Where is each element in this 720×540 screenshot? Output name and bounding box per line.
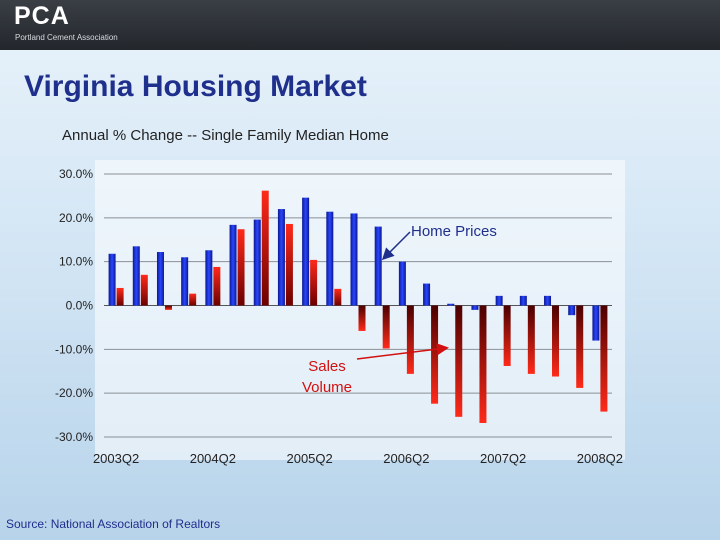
chart-subtitle: Annual % Change -- Single Family Median … — [62, 127, 389, 144]
x-tick-label: 2006Q2 — [383, 451, 429, 466]
x-tick-label: 2008Q2 — [577, 451, 623, 466]
bar-sales-volume — [455, 305, 463, 417]
bar-sales-volume — [552, 305, 560, 377]
bar-home-prices — [447, 303, 455, 306]
bar-home-prices — [229, 224, 237, 306]
annotation-sales-volume: Volume — [302, 379, 352, 396]
y-tick-label: 20.0% — [59, 211, 93, 225]
bar-sales-volume — [213, 266, 221, 306]
y-tick-label: 0.0% — [66, 299, 94, 313]
bar-home-prices — [253, 219, 261, 306]
bar-sales-volume — [334, 288, 342, 306]
pca-logo: PCA — [14, 2, 70, 30]
bar-home-prices — [205, 250, 213, 306]
bar-home-prices — [277, 209, 285, 306]
bar-home-prices — [374, 226, 382, 306]
x-tick-label: 2007Q2 — [480, 451, 526, 466]
bar-sales-volume — [576, 305, 584, 388]
bar-home-prices — [495, 295, 503, 306]
bar-home-prices — [544, 295, 552, 306]
bar-home-prices — [568, 305, 576, 316]
bar-home-prices — [108, 253, 116, 306]
header-bar: PCA Portland Cement Association — [0, 0, 720, 50]
bar-sales-volume — [116, 287, 124, 306]
bar-sales-volume — [164, 305, 172, 310]
bar-home-prices — [350, 213, 358, 306]
bar-sales-volume — [189, 293, 197, 306]
annotation-arrow-home-prices — [381, 231, 411, 261]
pca-logo-subtext: Portland Cement Association — [15, 33, 118, 42]
bar-sales-volume — [237, 229, 245, 306]
bar-home-prices — [302, 197, 310, 306]
slide-title: Virginia Housing Market — [24, 70, 367, 103]
x-tick-label: 2004Q2 — [190, 451, 236, 466]
bar-home-prices — [398, 261, 406, 306]
annotations: Home Prices Sales Volume — [302, 223, 497, 396]
annotation-sales-volume: Sales — [308, 358, 346, 375]
bar-sales-volume — [479, 305, 487, 423]
bar-home-prices — [592, 305, 600, 341]
bar-home-prices — [423, 283, 431, 306]
bar-sales-volume — [285, 223, 293, 306]
bar-home-prices — [519, 295, 527, 306]
y-axis: 30.0% 20.0% 10.0% 0.0% -10.0% -20.0% -30.0% — [55, 167, 93, 444]
y-tick-label: -10.0% — [55, 342, 93, 356]
bar-sales-volume — [382, 305, 390, 349]
y-tick-label: 30.0% — [59, 167, 93, 181]
bar-sales-volume — [310, 259, 318, 306]
bar-home-prices — [181, 257, 189, 306]
bar-sales-volume — [358, 305, 366, 331]
bar-sales-volume — [527, 305, 535, 374]
bar-home-prices — [156, 252, 164, 306]
bar-sales-volume — [261, 190, 269, 306]
bar-sales-volume — [503, 305, 511, 366]
bar-sales-volume — [140, 274, 148, 306]
annotation-arrow-sales-volume — [356, 343, 449, 360]
x-tick-label: 2003Q2 — [93, 451, 139, 466]
y-tick-label: -30.0% — [55, 430, 93, 444]
bar-sales-volume — [600, 305, 608, 412]
bar-home-prices — [471, 305, 479, 310]
bar-sales-volume — [406, 305, 414, 374]
bar-sales-volume — [431, 305, 439, 404]
y-tick-label: 10.0% — [59, 255, 93, 269]
bar-home-prices — [132, 246, 140, 306]
x-tick-label: 2005Q2 — [286, 451, 332, 466]
bars — [108, 190, 608, 423]
source-note: Source: National Association of Realtors — [6, 517, 221, 531]
bar-home-prices — [326, 211, 334, 306]
annotation-home-prices: Home Prices — [411, 223, 497, 240]
grid-lines — [104, 173, 612, 438]
x-axis: 2003Q2 2004Q2 2005Q2 2006Q2 2007Q2 2008Q2 — [93, 451, 623, 466]
y-tick-label: -20.0% — [55, 386, 93, 400]
